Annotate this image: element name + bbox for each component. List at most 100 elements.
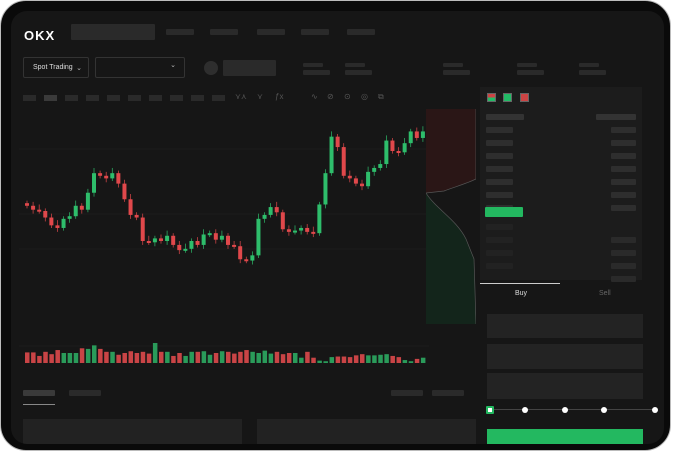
indicator-icon[interactable]: ⋎⋏ [235,92,247,101]
candle-body [219,235,224,240]
candle-body [140,217,145,241]
candle-body [122,183,127,200]
bid-amount [611,237,636,243]
tab-buy[interactable]: Buy [515,290,528,297]
candle-body [378,164,383,168]
book-asks-icon[interactable] [520,93,529,102]
slider-step[interactable] [562,407,568,413]
candle-body [110,173,115,179]
volume-bar [61,353,67,363]
nav-item[interactable] [166,29,194,35]
book-both-icon[interactable] [487,93,496,102]
candle-body [201,234,206,245]
filter-button[interactable] [432,390,464,396]
ask-amount [611,192,636,198]
candle-body [341,147,346,176]
candle-body [146,241,151,243]
bid-price [486,224,513,230]
volume-bar [37,355,42,363]
candle-body [43,211,48,218]
candle-body [195,241,200,245]
tab-underline [23,404,55,405]
candle-body [37,209,42,212]
book-header [596,114,636,120]
volume-bar [55,350,60,363]
ask-price [486,166,513,172]
volume-bar [238,351,243,363]
stat-value [579,70,606,75]
volume-bar [232,353,237,363]
timeframe-button[interactable] [128,95,141,101]
fullscreen-icon[interactable]: ⧉ [378,92,384,101]
stat-label [517,63,537,67]
volume-bar [128,351,134,363]
pair-select[interactable]: ⌄ [95,57,185,78]
candle-body [293,230,297,233]
amount-input[interactable] [487,344,643,369]
chevron-down-icon: ⌄ [76,65,82,72]
timeframe-button[interactable] [107,95,120,101]
candle-body [171,235,176,245]
market-select[interactable]: Spot Trading ⌄ [23,57,89,78]
timeframe-button[interactable] [23,95,36,101]
slider-step[interactable] [601,407,607,413]
line-tool-icon[interactable]: ∿ [311,92,318,101]
volume-bar [280,354,286,363]
timeframe-button[interactable] [212,95,225,101]
timeframe-button[interactable] [86,95,99,101]
book-bids-icon[interactable] [503,93,512,102]
volume-bar [177,353,182,363]
timeframe-button[interactable] [191,95,204,101]
stat-value [517,70,544,75]
ask-price [486,127,513,133]
total-input[interactable] [487,373,643,399]
volume-bar [92,345,97,363]
candle-body [317,204,322,234]
volume-bar [219,351,225,363]
buy-button[interactable] [487,429,643,444]
stat-value [345,70,372,75]
volume-bar [104,351,109,363]
tab-divider [480,283,560,284]
slider-handle[interactable] [486,406,494,414]
timeframe-button[interactable] [170,95,183,101]
candle-body [390,140,395,151]
slider-step[interactable] [522,407,528,413]
candle-body [268,207,273,215]
candle-body [280,212,285,230]
candle-type-icon[interactable]: ⋎ [257,92,263,101]
filter-button[interactable] [391,390,423,396]
slider-step[interactable] [652,407,658,413]
volume-bar [110,351,115,363]
settings-icon[interactable]: ⊙ [344,92,351,101]
tab-history[interactable] [69,390,101,396]
candle-body [402,143,407,153]
timeframe-button[interactable] [149,95,162,101]
timeframe-button[interactable] [44,95,57,101]
volume-bar [414,358,420,363]
draw-icon[interactable]: ⊘ [327,92,334,101]
timeframe-button[interactable] [65,95,78,101]
nav-item[interactable] [257,29,285,35]
volume-bar [408,361,414,363]
tab-sell[interactable]: Sell [599,290,611,297]
fx-icon[interactable]: ƒx [275,92,284,101]
volume-bar [323,361,328,363]
screenshot-icon[interactable]: ◎ [361,92,368,101]
candle-body [55,225,60,228]
candlestick-chart[interactable] [19,111,429,371]
amount-slider[interactable] [489,409,657,410]
depth-asks [426,109,476,193]
search-bar[interactable] [71,24,155,40]
nav-item[interactable] [347,29,375,35]
nav-item[interactable] [301,29,329,35]
volume-bar [396,357,402,363]
nav-item[interactable] [210,29,238,35]
volume-bar [256,353,261,363]
volume-bar [31,352,36,363]
volume-bar [73,353,79,363]
candle-body [73,205,78,217]
stat-label [443,63,463,67]
tab-open-orders[interactable] [23,390,55,396]
price-input[interactable] [487,314,643,338]
